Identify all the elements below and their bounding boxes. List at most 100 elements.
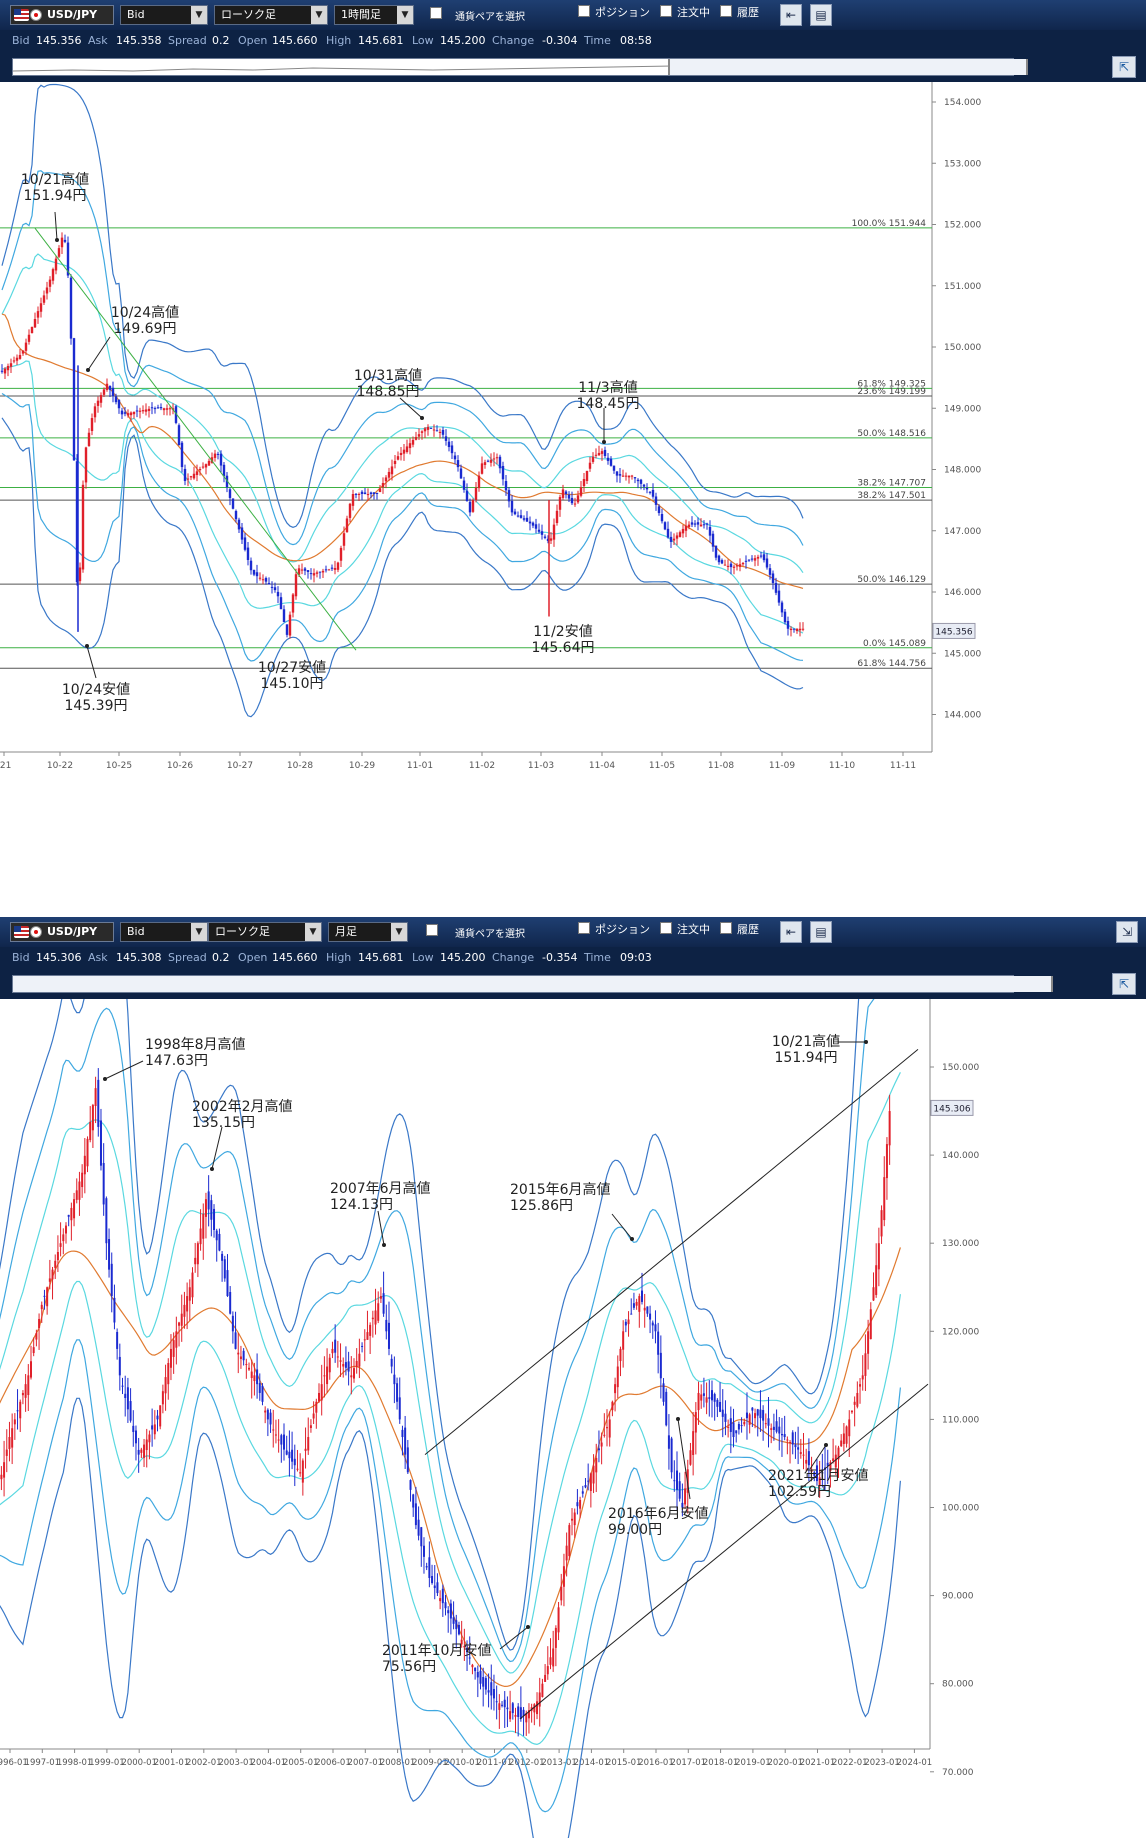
candle-body [19, 1401, 22, 1419]
timeframe-select[interactable]: 1時間足 ▼ [334, 5, 414, 25]
timeframe-select[interactable]: 月足 ▼ [328, 922, 408, 942]
collapse-icon[interactable]: ⇲ [1116, 921, 1138, 943]
chart-type-select[interactable]: ローソク足 ▼ [208, 922, 322, 942]
candle-body [597, 452, 601, 456]
expand-icon[interactable]: ⇱ [1112, 973, 1136, 995]
candle-body [384, 477, 388, 482]
candle-body [102, 1163, 105, 1205]
candle-body [283, 1434, 286, 1450]
candle-body [246, 547, 250, 561]
candle-body [300, 569, 304, 571]
orders-checkbox[interactable] [660, 5, 672, 17]
candle-body [643, 1307, 646, 1311]
candle-body [420, 1527, 423, 1547]
candle-body [534, 524, 538, 529]
export-icon[interactable]: ⇤ [780, 921, 802, 943]
x-tick-label: 11-02 [469, 761, 495, 771]
change-label: Change [492, 951, 535, 964]
bollinger-upper-band [0, 999, 875, 1663]
candle-body [420, 431, 424, 433]
candle-body [138, 410, 142, 412]
candle-body [536, 1701, 539, 1715]
y-tick-label: 152.000 [944, 221, 981, 231]
currency-pair-button[interactable]: USD/JPY [10, 5, 114, 25]
annotation-arrow-head [630, 1237, 634, 1241]
history-label: 履歴 [737, 6, 759, 19]
ask-value: 145.308 [116, 951, 162, 964]
candle-body [48, 1278, 51, 1282]
candle-body [312, 1413, 315, 1419]
candle-body [78, 567, 82, 582]
price-type-select[interactable]: Bid ▼ [120, 5, 208, 25]
price-type-select[interactable]: Bid ▼ [120, 922, 208, 942]
candle-body [765, 558, 769, 568]
candle-body [694, 1412, 697, 1433]
moving-average-line [1, 313, 804, 589]
navigator-thumb[interactable] [13, 976, 1053, 992]
candle-body [408, 443, 412, 449]
candle-body [425, 1566, 428, 1568]
candle-body [506, 1707, 509, 1710]
candle-body [700, 1394, 703, 1401]
annotation-title: 10/21高値 [21, 171, 89, 188]
select-pair-checkbox[interactable] [430, 7, 442, 19]
monthly-chart[interactable]: 150.000 140.000 130.000 120.000 110.000 100.0… [0, 999, 1146, 1838]
orders-checkbox[interactable] [660, 922, 672, 934]
annotation-arrow-head [420, 416, 424, 420]
navigator-strip[interactable] [12, 975, 1053, 993]
candle-body [315, 1401, 318, 1413]
candle-body [684, 1488, 687, 1505]
hourly-chart[interactable]: 154.000 153.000 152.000 151.000 150.000 149.0… [0, 82, 1146, 915]
fib-level-label: 50.0% 148.516 [857, 429, 926, 439]
navigator-strip[interactable] [12, 58, 1028, 76]
candle-body [666, 528, 670, 538]
candle-body [829, 1462, 832, 1472]
fib-level-label: 100.0% 151.944 [852, 219, 927, 229]
candle-body [414, 436, 418, 440]
candle-body [615, 471, 619, 476]
candle-body [531, 522, 535, 526]
candle-body [129, 412, 133, 416]
chart-type-select[interactable]: ローソク足 ▼ [214, 5, 328, 25]
annotation-arrow [677, 1418, 691, 1500]
currency-pair-button[interactable]: USD/JPY [10, 922, 114, 942]
candle-body [721, 1409, 724, 1417]
x-tick-label: 2021-01 [800, 1758, 836, 1768]
expand-icon[interactable]: ⇱ [1112, 56, 1136, 78]
candle-body [13, 1419, 16, 1425]
candle-body [336, 562, 340, 570]
candle-body [447, 441, 451, 448]
candle-body [162, 408, 166, 411]
candle-body [673, 1480, 676, 1482]
candle-body [219, 453, 223, 466]
window-icon[interactable]: ▤ [810, 4, 832, 26]
candle-body [207, 1191, 210, 1210]
candle-body [624, 475, 628, 477]
chart-window-hourly: USD/JPY Bid ▼ ローソク足 ▼ 1時間足 ▼ 通貨ペアを選択 ポジシ… [0, 0, 1146, 915]
select-pair-checkbox[interactable] [426, 924, 438, 936]
history-checkbox[interactable] [720, 5, 732, 17]
candle-body [801, 628, 805, 630]
navigator-thumb[interactable] [668, 59, 1028, 75]
candle-body [358, 1353, 361, 1367]
candle-body [885, 1144, 888, 1179]
position-checkbox[interactable] [578, 5, 590, 17]
bollinger-lower-band [1, 392, 804, 662]
position-checkbox[interactable] [578, 922, 590, 934]
export-icon[interactable]: ⇤ [780, 4, 802, 26]
history-checkbox[interactable] [720, 922, 732, 934]
candle-body [285, 1450, 288, 1455]
candle-body [66, 242, 70, 276]
x-tick-label: 10-26 [167, 761, 193, 771]
candle-body [422, 1545, 425, 1557]
candle-body [366, 1332, 369, 1340]
candle-body [374, 1310, 377, 1325]
candle-body [840, 1440, 843, 1447]
candle-body [242, 1350, 245, 1361]
fib-level-label: 61.8% 149.325 [857, 379, 926, 389]
window-icon[interactable]: ▤ [810, 921, 832, 943]
candle-body [378, 488, 382, 493]
candle-body [483, 462, 487, 465]
candle-body [339, 547, 343, 561]
candle-body [480, 463, 484, 474]
